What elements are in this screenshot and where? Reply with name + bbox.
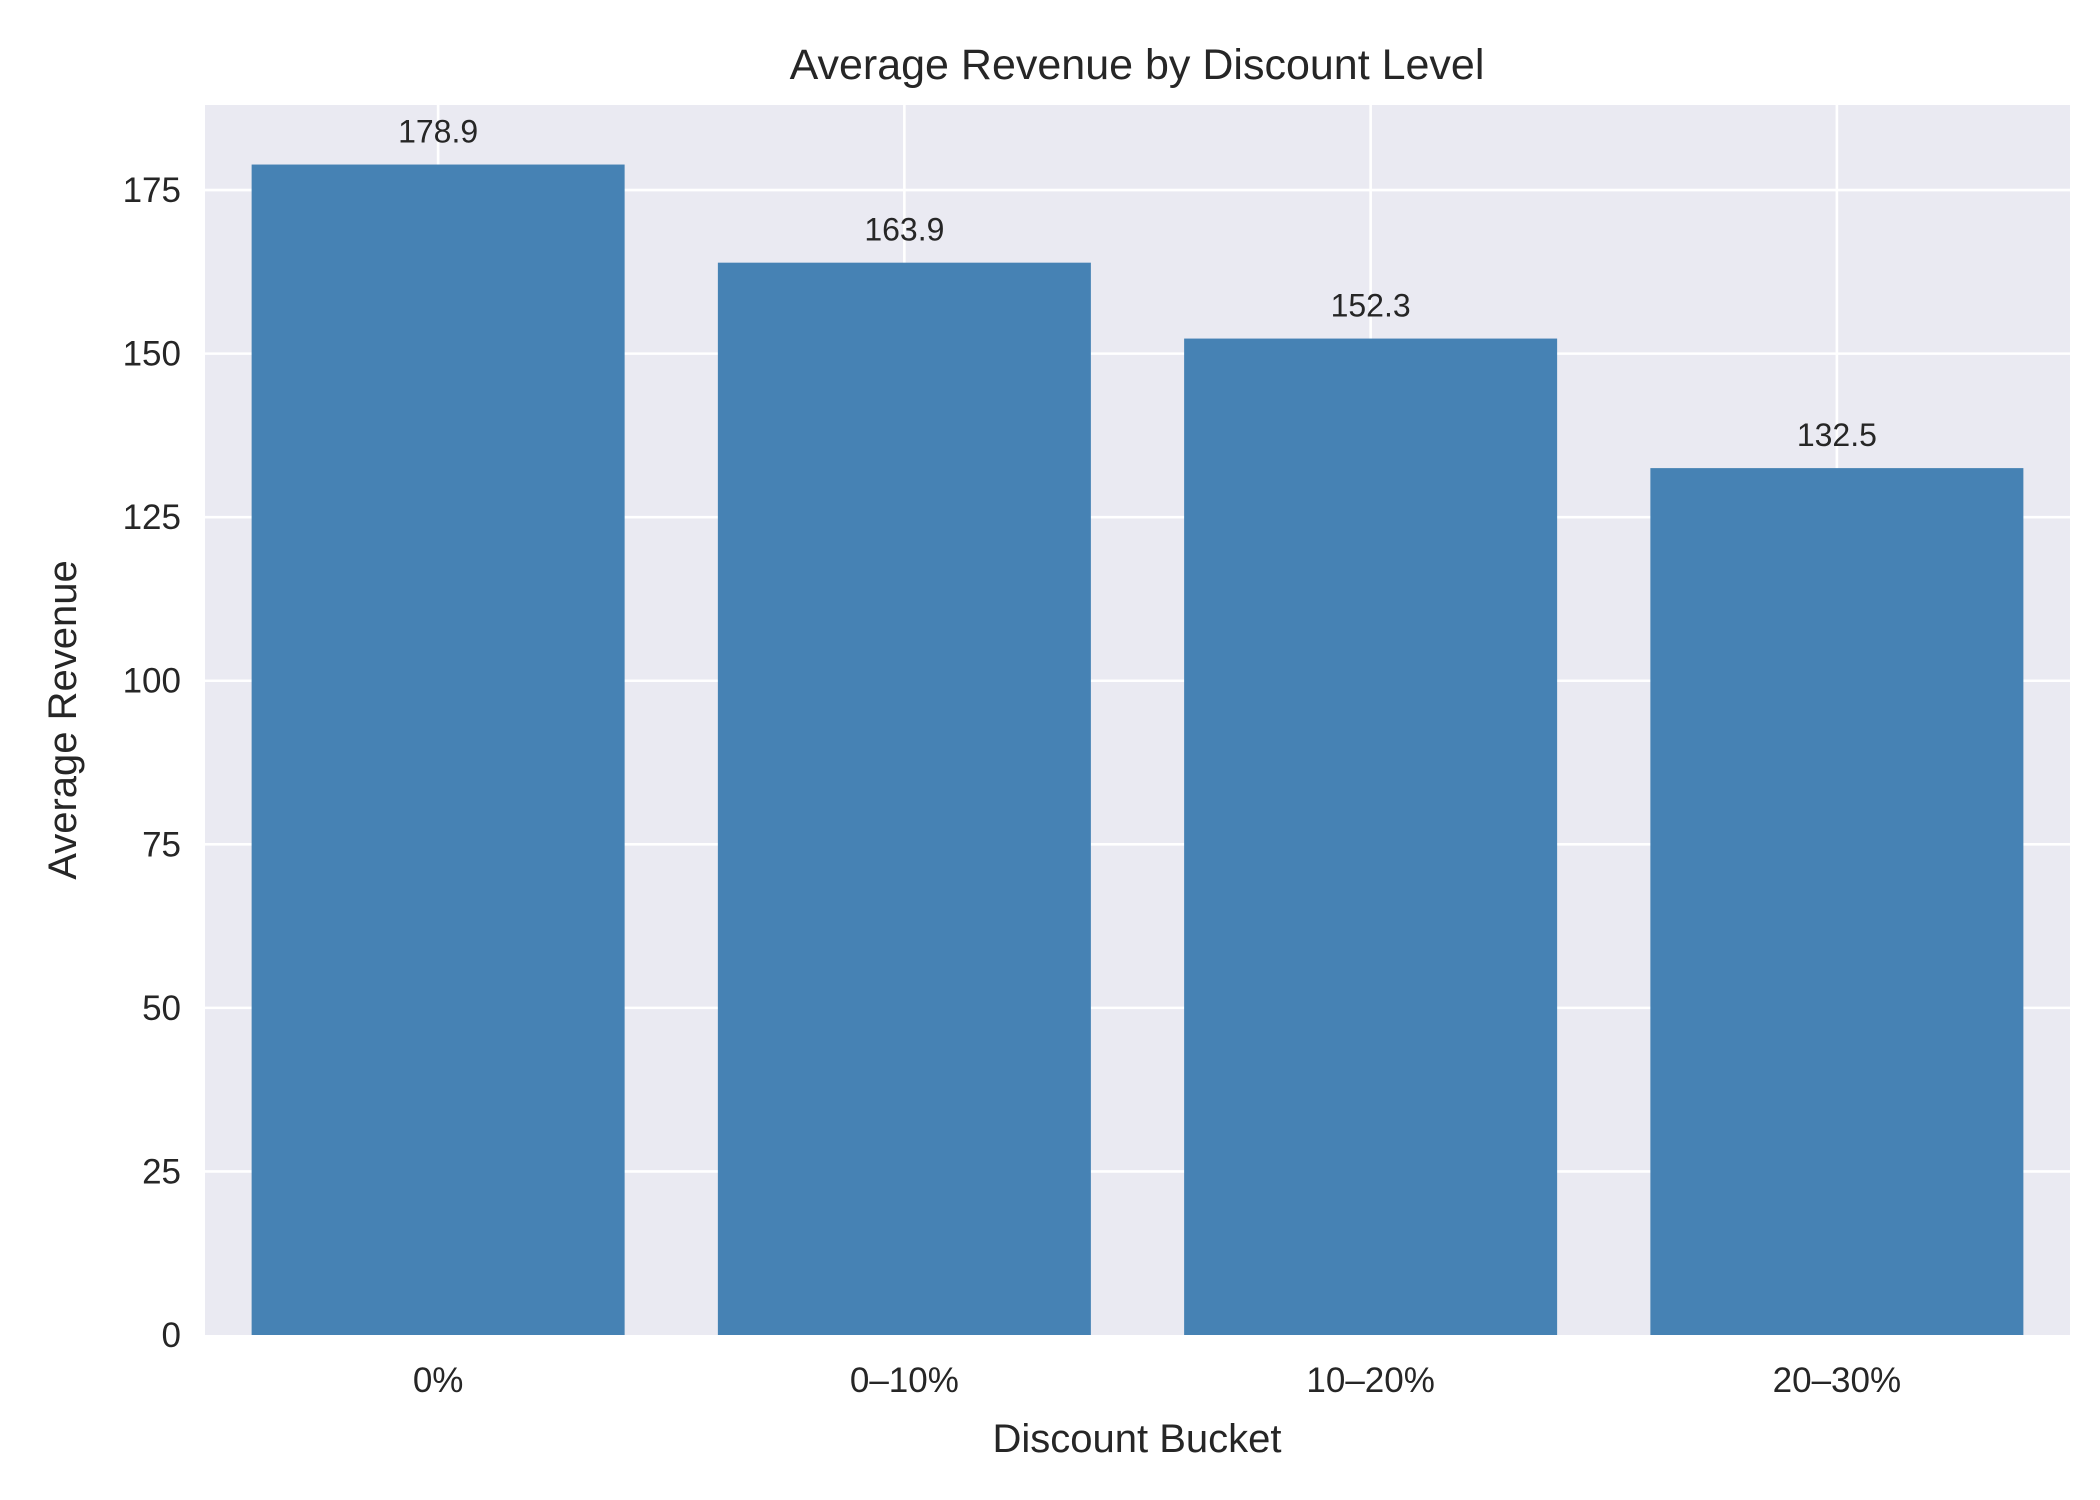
x-axis-ticks: 0% 0–10% 10–20% 20–30% [413,1361,1901,1400]
y-axis-ticks: 0 25 50 75 100 125 150 175 [123,171,181,1355]
y-tick-label: 125 [123,498,181,537]
y-axis-label: Average Revenue [41,560,85,880]
y-tick-label: 0 [162,1316,181,1355]
x-tick-label: 0–10% [850,1361,959,1400]
bar [251,164,625,1335]
bar [1184,338,1558,1335]
bar-value-label: 132.5 [1797,417,1877,453]
x-tick-label: 0% [413,1361,464,1400]
y-tick-label: 25 [142,1152,181,1191]
y-tick-label: 50 [142,989,181,1028]
bar-value-label: 178.9 [398,114,478,150]
bar-value-label: 152.3 [1331,288,1411,324]
y-tick-label: 75 [142,825,181,864]
chart-title: Average Revenue by Discount Level [790,41,1485,89]
bar [717,262,1091,1335]
x-axis-label: Discount Bucket [992,1417,1281,1461]
bars [251,164,2024,1335]
bar-value-label: 163.9 [864,212,944,248]
y-tick-label: 150 [123,335,181,374]
bar-value-labels: 178.9 163.9 152.3 132.5 [398,114,1877,454]
x-tick-label: 20–30% [1773,1361,1901,1400]
y-tick-label: 175 [123,171,181,210]
y-tick-label: 100 [123,662,181,701]
bar [1650,468,2024,1335]
x-tick-label: 10–20% [1306,1361,1434,1400]
